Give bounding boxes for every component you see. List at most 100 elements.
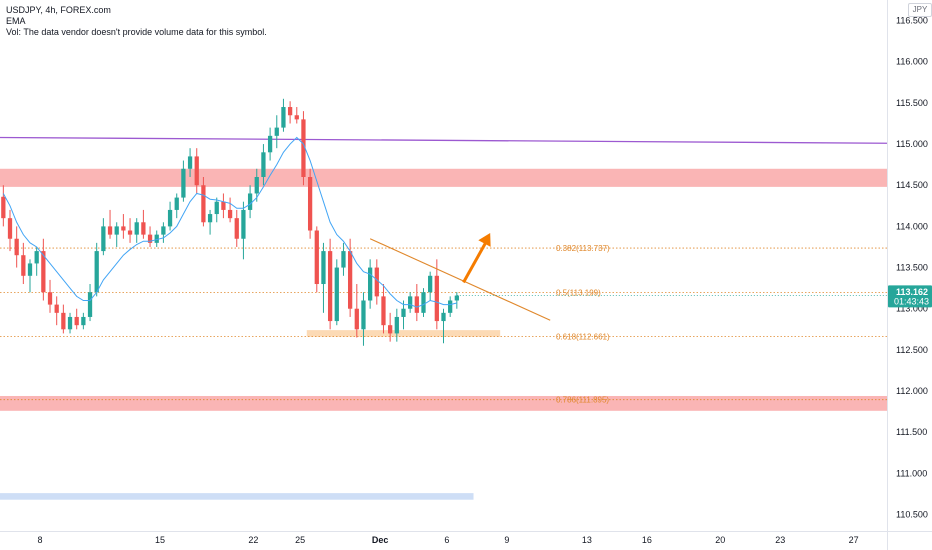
candle[interactable] bbox=[201, 185, 206, 223]
price-tick-label: 111.500 bbox=[896, 427, 927, 437]
candle[interactable] bbox=[441, 312, 446, 322]
candle[interactable] bbox=[241, 209, 246, 239]
candle[interactable] bbox=[87, 292, 93, 317]
candle[interactable] bbox=[434, 275, 439, 322]
candle[interactable] bbox=[334, 267, 339, 322]
projection-box[interactable] bbox=[0, 493, 474, 500]
candle[interactable] bbox=[274, 127, 279, 136]
price-tick-label: 116.000 bbox=[896, 57, 928, 67]
demand-box[interactable] bbox=[306, 330, 501, 337]
candle[interactable] bbox=[121, 226, 126, 231]
fib-level-label: 0.5(113.199) bbox=[556, 288, 601, 297]
candle[interactable] bbox=[107, 226, 113, 235]
candle[interactable] bbox=[47, 292, 53, 305]
price-tick-label: 112.500 bbox=[896, 345, 928, 355]
candle[interactable] bbox=[428, 275, 433, 293]
candle[interactable] bbox=[101, 226, 106, 252]
candle[interactable] bbox=[21, 255, 26, 276]
candle[interactable] bbox=[141, 222, 146, 235]
candle[interactable] bbox=[234, 218, 239, 239]
candle[interactable] bbox=[167, 209, 173, 227]
candle[interactable] bbox=[154, 234, 159, 243]
candle[interactable] bbox=[207, 214, 213, 223]
candle[interactable] bbox=[454, 295, 459, 301]
candle[interactable] bbox=[34, 251, 39, 264]
time-tick-label: 6 bbox=[444, 535, 449, 545]
time-tick-label: 20 bbox=[715, 535, 725, 545]
candle[interactable] bbox=[294, 115, 299, 120]
candle[interactable] bbox=[261, 152, 266, 177]
candle[interactable] bbox=[67, 316, 73, 330]
volume-indicator-label[interactable]: Vol: The data vendor doesn't provide vol… bbox=[6, 27, 267, 37]
candle[interactable] bbox=[147, 234, 153, 243]
candle[interactable] bbox=[227, 209, 233, 219]
candle[interactable] bbox=[174, 197, 179, 210]
time-tick-label: 27 bbox=[849, 535, 859, 545]
candle[interactable] bbox=[388, 325, 393, 334]
resistance-trend-line[interactable] bbox=[0, 136, 888, 144]
candle[interactable] bbox=[61, 312, 66, 330]
candle[interactable] bbox=[127, 230, 133, 235]
current-price-badge[interactable] bbox=[888, 285, 932, 308]
candle[interactable] bbox=[134, 222, 139, 235]
support-zone[interactable] bbox=[0, 395, 887, 411]
candle[interactable] bbox=[41, 251, 46, 293]
chart-legend: USDJPY, 4h, FOREX.com EMA Vol: The data … bbox=[6, 5, 267, 38]
candle[interactable] bbox=[281, 107, 286, 128]
candle[interactable] bbox=[401, 308, 406, 317]
candle[interactable] bbox=[408, 296, 413, 309]
candle[interactable] bbox=[254, 177, 259, 194]
candle[interactable] bbox=[361, 300, 366, 330]
candle[interactable] bbox=[374, 267, 379, 297]
candle[interactable] bbox=[1, 196, 6, 219]
candle[interactable] bbox=[267, 135, 273, 153]
time-tick-label: 25 bbox=[295, 535, 305, 545]
candle[interactable] bbox=[187, 156, 193, 169]
candle[interactable] bbox=[414, 296, 419, 313]
candle[interactable] bbox=[301, 119, 306, 177]
candle[interactable] bbox=[27, 263, 33, 276]
price-tick-label: 113.000 bbox=[896, 304, 928, 314]
time-tick-label: 8 bbox=[38, 535, 43, 545]
candle[interactable] bbox=[181, 168, 186, 198]
candle[interactable] bbox=[214, 201, 219, 215]
candle[interactable] bbox=[114, 226, 119, 235]
candle[interactable] bbox=[321, 251, 326, 285]
descending-trend-line[interactable] bbox=[369, 238, 551, 321]
candle[interactable] bbox=[221, 201, 226, 210]
candle[interactable] bbox=[287, 107, 293, 116]
price-tick-label: 113.500 bbox=[896, 263, 928, 273]
candle[interactable] bbox=[314, 230, 319, 285]
candle[interactable] bbox=[14, 238, 19, 256]
candle[interactable] bbox=[54, 304, 59, 313]
candle[interactable] bbox=[307, 177, 313, 231]
candle[interactable] bbox=[247, 193, 253, 210]
candle[interactable] bbox=[354, 308, 359, 330]
candle[interactable] bbox=[74, 316, 79, 326]
candle[interactable] bbox=[81, 316, 86, 326]
ema-indicator-label[interactable]: EMA bbox=[6, 16, 26, 26]
price-tick-label: 112.000 bbox=[896, 386, 928, 396]
time-tick-label: 15 bbox=[155, 535, 165, 545]
candle[interactable] bbox=[421, 292, 426, 313]
candle[interactable] bbox=[381, 296, 386, 326]
candle[interactable] bbox=[448, 300, 453, 313]
time-tick-label: 9 bbox=[504, 535, 509, 545]
candle[interactable] bbox=[94, 251, 99, 293]
candle[interactable] bbox=[194, 156, 199, 186]
resistance-zone[interactable] bbox=[0, 168, 887, 187]
candle[interactable] bbox=[7, 218, 13, 239]
ema-line[interactable] bbox=[2, 136, 457, 308]
price-tick-label: 111.000 bbox=[896, 468, 927, 478]
time-tick-label: 23 bbox=[775, 535, 785, 545]
candle[interactable] bbox=[368, 267, 373, 301]
candle[interactable] bbox=[394, 316, 399, 334]
fib-level-label: 0.382(113.737) bbox=[556, 244, 610, 253]
candle[interactable] bbox=[347, 251, 353, 309]
candle[interactable] bbox=[341, 251, 346, 268]
bullish-arrow[interactable] bbox=[462, 239, 489, 284]
candle[interactable] bbox=[161, 226, 166, 235]
candle[interactable] bbox=[327, 251, 333, 322]
time-tick-label: Dec bbox=[372, 535, 389, 545]
